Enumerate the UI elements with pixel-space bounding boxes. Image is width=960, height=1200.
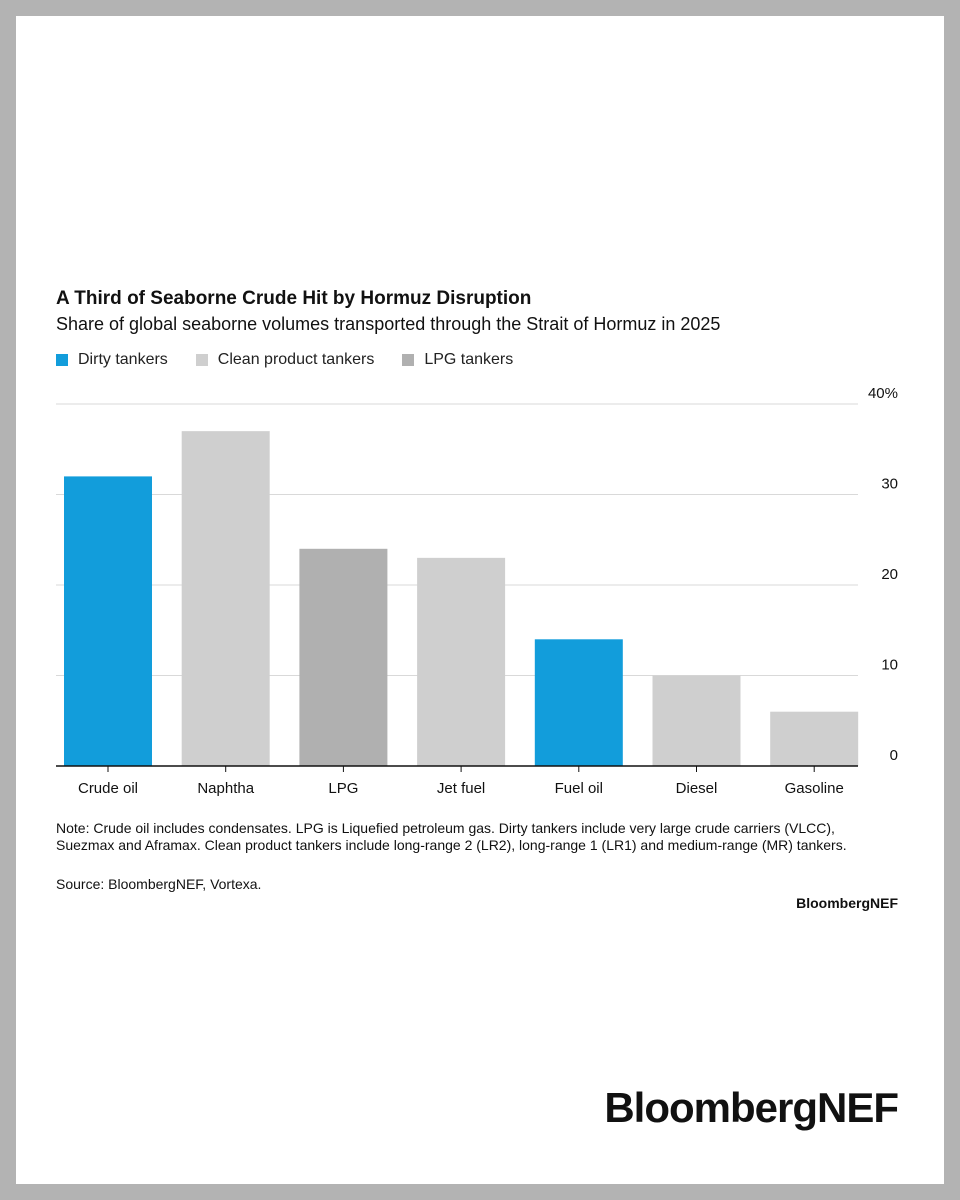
x-tick-label: Naphtha <box>197 780 254 797</box>
chart-subtitle: Share of global seaborne volumes transpo… <box>56 314 721 334</box>
legend-label-lpg: LPG tankers <box>424 351 514 368</box>
chart-title: A Third of Seaborne Crude Hit by Hormuz … <box>56 288 532 309</box>
legend-item-dirty-tankers: Dirty tankers <box>56 351 168 369</box>
bar-naphtha <box>181 431 270 766</box>
legend-label-dirty: Dirty tankers <box>78 351 168 368</box>
legend-swatch-clean <box>195 354 208 366</box>
bar-crude-oil <box>64 476 152 766</box>
bar-fuel-oil <box>534 639 623 766</box>
bar-chart: 0 10 20 30 40% Crude oil Naphtha LPG Jet fuel Fue… <box>56 385 898 797</box>
legend-item-lpg-tankers: LPG tankers <box>402 351 513 369</box>
legend-swatch-dirty <box>56 354 68 366</box>
bar-gasoline <box>770 711 859 766</box>
y-tick-label: 20 <box>881 566 898 583</box>
x-tick-label: Jet fuel <box>437 780 485 797</box>
x-tick-label: Gasoline <box>785 780 844 797</box>
chart-note: Note: Crude oil includes condensates. LP… <box>56 820 847 853</box>
chart-legend: Dirty tankers Clean product tankers LPG … <box>56 351 513 369</box>
bar-lpg <box>299 548 388 766</box>
chart-card: A Third of Seaborne Crude Hit by Hormuz … <box>16 16 944 1184</box>
x-tick-label: LPG <box>328 780 358 797</box>
legend-item-clean-product-tankers: Clean product tankers <box>195 351 375 369</box>
y-tick-label: 40% <box>868 385 898 402</box>
y-tick-label: 10 <box>881 657 898 674</box>
x-tick-label: Fuel oil <box>555 780 603 797</box>
bar-diesel <box>652 675 741 766</box>
brand-logo: BloombergNEF <box>604 1084 899 1131</box>
x-tick-label: Crude oil <box>78 780 138 797</box>
legend-label-clean: Clean product tankers <box>217 351 375 368</box>
bar-jet-fuel <box>417 557 506 766</box>
x-tick-label: Diesel <box>676 780 718 797</box>
brand-label: BloombergNEF <box>796 895 898 911</box>
legend-swatch-lpg <box>402 354 415 366</box>
y-tick-label: 0 <box>890 747 898 764</box>
y-tick-label: 30 <box>881 476 898 493</box>
chart-source: Source: BloombergNEF, Vortexa. <box>56 876 262 892</box>
